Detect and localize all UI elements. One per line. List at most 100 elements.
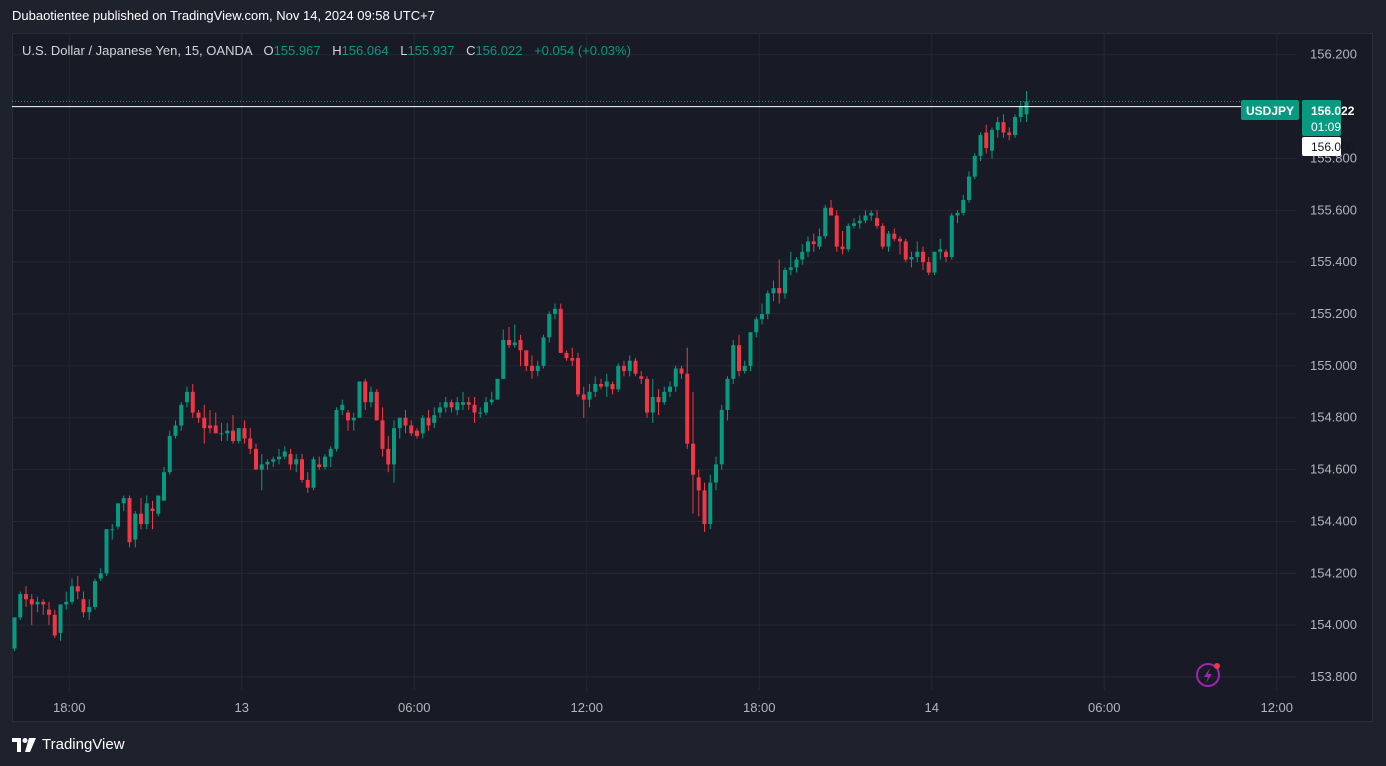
candle <box>1018 101 1023 123</box>
candle-body <box>811 241 816 245</box>
candle-body <box>691 443 695 475</box>
candle-body <box>403 417 408 426</box>
candle-body <box>524 350 529 366</box>
low-value: 155.937 <box>407 43 455 58</box>
candle <box>150 500 155 530</box>
candle <box>334 407 339 452</box>
candle-body <box>236 428 241 442</box>
candle <box>288 448 293 470</box>
candle-body <box>288 454 293 465</box>
change-value: +0.054 (+0.03%) <box>534 43 631 58</box>
candle-body <box>386 448 391 465</box>
candle <box>708 474 713 530</box>
candle-body <box>501 339 506 379</box>
candle <box>719 404 724 470</box>
candle <box>116 503 120 530</box>
candle-body <box>466 402 471 405</box>
candle-body <box>599 384 603 387</box>
y-tick-label: 155.600 <box>1310 202 1357 217</box>
candle <box>783 267 787 299</box>
candle-body <box>857 220 862 224</box>
y-tick-label: 155.200 <box>1310 306 1357 321</box>
x-tick-label: 12:00 <box>570 700 603 715</box>
candle-body <box>277 456 281 460</box>
candle-body <box>650 397 655 413</box>
candle <box>627 355 632 377</box>
candle-body <box>995 122 1000 130</box>
candle <box>863 210 868 224</box>
symbol-description[interactable]: U.S. Dollar / Japanese Yen, 15, OANDA <box>22 43 252 58</box>
candle <box>944 249 948 263</box>
candle-body <box>662 391 667 403</box>
candle-body <box>294 459 299 465</box>
line-price-badge: 156.000 <box>1302 137 1355 156</box>
candle <box>242 420 247 444</box>
candle-body <box>978 135 983 156</box>
candle-body <box>265 461 270 465</box>
chart-pane[interactable] <box>12 33 1373 722</box>
candle-body <box>754 319 759 333</box>
candle-body <box>823 207 828 237</box>
candle-body <box>806 241 810 252</box>
candle-body <box>616 365 621 390</box>
candle <box>374 389 379 421</box>
candle-body <box>788 267 793 270</box>
candle <box>668 381 672 398</box>
low-label: L <box>400 43 408 58</box>
candle <box>409 420 414 436</box>
candle-body <box>392 428 396 465</box>
symbol-badge[interactable]: USDJPY <box>1241 100 1299 120</box>
candle <box>41 599 46 615</box>
candle <box>98 568 103 582</box>
candle <box>282 446 287 460</box>
candle <box>909 251 914 268</box>
candle-body <box>374 391 379 421</box>
candle-body <box>984 132 989 149</box>
candle-body <box>800 251 805 260</box>
candle-body <box>863 215 868 221</box>
x-tick-label: 18:00 <box>53 700 86 715</box>
candle <box>300 454 304 483</box>
candle-body <box>915 251 920 257</box>
candle <box>254 443 258 470</box>
candle-body <box>961 199 966 213</box>
candle-body <box>909 256 914 260</box>
lightning-icon[interactable] <box>1196 663 1220 687</box>
candle-body <box>190 391 195 413</box>
candle <box>52 609 57 639</box>
candle-body <box>29 599 34 605</box>
candle <box>765 290 770 320</box>
y-tick-label: 156.200 <box>1310 47 1357 62</box>
candle <box>93 578 97 610</box>
candle-body <box>432 415 437 423</box>
candle <box>12 617 17 652</box>
candle-body <box>507 339 511 346</box>
candle <box>915 241 920 263</box>
candle <box>294 454 299 473</box>
candle <box>219 422 224 442</box>
candle-body <box>610 384 615 390</box>
candle-body <box>656 397 661 403</box>
symbol-badge-text: USDJPY <box>1246 104 1294 118</box>
candle-body <box>719 409 724 465</box>
candle-body <box>323 456 327 468</box>
candle-body <box>880 225 885 247</box>
candle <box>685 347 690 449</box>
candle-body <box>75 586 80 592</box>
candle-body <box>93 581 97 608</box>
candle-body <box>570 358 575 361</box>
candle <box>231 415 235 444</box>
candle-body <box>144 503 149 525</box>
candle <box>1013 114 1017 138</box>
candle-body <box>98 573 103 579</box>
candle <box>363 378 368 410</box>
candle <box>438 402 442 418</box>
price-badge-value: 156.022 <box>1311 104 1355 118</box>
candle <box>259 454 264 491</box>
candle-body <box>334 409 339 449</box>
candle <box>461 391 465 410</box>
footer-brand[interactable]: TradingView <box>12 736 125 753</box>
candle-body <box>489 399 494 403</box>
candle-body <box>639 376 644 379</box>
